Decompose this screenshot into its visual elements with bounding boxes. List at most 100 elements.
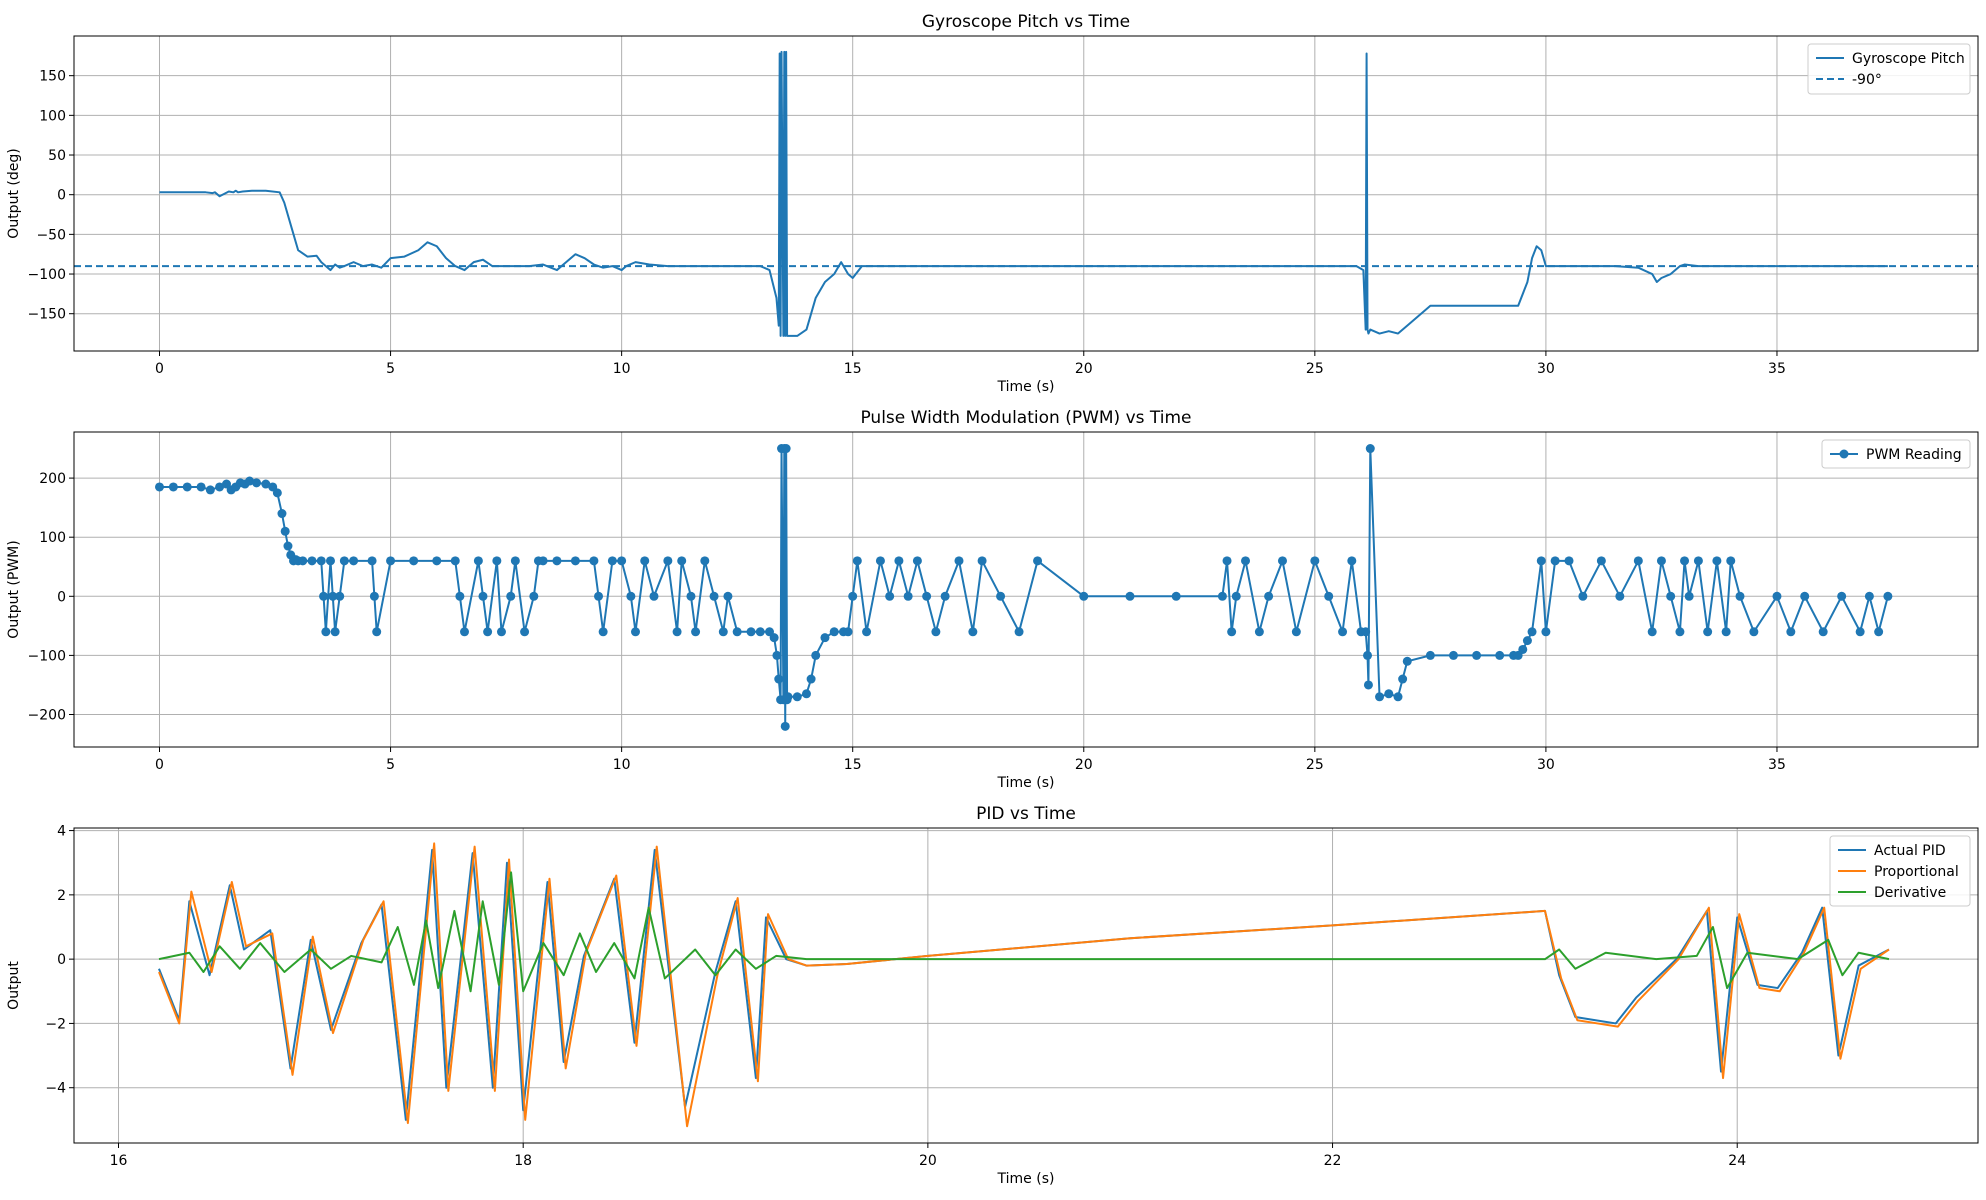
chart-title: PID vs Time bbox=[976, 804, 1076, 824]
data-point bbox=[1536, 556, 1546, 566]
data-point bbox=[922, 591, 932, 601]
y-tick-label: 4 bbox=[57, 824, 66, 840]
data-point bbox=[774, 674, 784, 684]
y-tick-label: 2 bbox=[57, 888, 66, 904]
plot-area bbox=[74, 50, 1978, 337]
x-tick-label: 25 bbox=[1306, 757, 1324, 773]
data-point bbox=[552, 556, 562, 566]
series-line bbox=[158, 871, 1890, 993]
data-point bbox=[691, 627, 701, 637]
x-axis-label: Time (s) bbox=[997, 1171, 1055, 1187]
data-point bbox=[1647, 627, 1657, 637]
data-point bbox=[781, 444, 791, 454]
data-point bbox=[330, 627, 340, 637]
data-point bbox=[432, 556, 442, 566]
data-point bbox=[1874, 627, 1884, 637]
data-point bbox=[1550, 556, 1560, 566]
data-point bbox=[1749, 627, 1759, 637]
data-point bbox=[478, 591, 488, 601]
x-tick-label: 20 bbox=[919, 1153, 937, 1169]
y-tick-label: −100 bbox=[28, 267, 66, 283]
data-point bbox=[1735, 591, 1745, 601]
y-tick-label: −2 bbox=[45, 1016, 66, 1032]
data-point bbox=[1277, 556, 1287, 566]
data-point bbox=[1231, 591, 1241, 601]
data-point bbox=[630, 627, 640, 637]
data-point bbox=[1033, 556, 1043, 566]
data-point bbox=[455, 591, 465, 601]
y-tick-label: 0 bbox=[57, 188, 66, 204]
legend-marker bbox=[1839, 449, 1849, 459]
y-tick-label: −200 bbox=[28, 707, 66, 723]
data-point bbox=[968, 627, 978, 637]
legend-label: Gyroscope Pitch bbox=[1852, 51, 1965, 67]
x-tick-label: 10 bbox=[613, 361, 631, 377]
x-tick-label: 15 bbox=[844, 361, 862, 377]
data-point bbox=[912, 556, 922, 566]
series-line bbox=[159, 50, 1888, 337]
data-point bbox=[1079, 591, 1089, 601]
data-point bbox=[769, 633, 779, 643]
data-point bbox=[277, 509, 287, 519]
x-tick-label: 35 bbox=[1768, 757, 1786, 773]
data-point bbox=[746, 627, 756, 637]
data-point bbox=[996, 591, 1006, 601]
y-tick-label: −100 bbox=[28, 648, 66, 664]
axes-frame bbox=[73, 35, 1979, 352]
data-point bbox=[298, 556, 308, 566]
data-point bbox=[1800, 591, 1810, 601]
data-point bbox=[862, 627, 872, 637]
legend-box bbox=[1829, 835, 1971, 907]
legend-box bbox=[1821, 439, 1971, 469]
data-point bbox=[852, 556, 862, 566]
data-point bbox=[570, 556, 580, 566]
data-point bbox=[1666, 591, 1676, 601]
series-line bbox=[159, 447, 1889, 728]
data-point bbox=[1384, 689, 1394, 699]
data-point bbox=[1338, 627, 1348, 637]
data-point bbox=[1721, 627, 1731, 637]
data-point bbox=[772, 650, 782, 660]
data-point bbox=[335, 591, 345, 601]
data-point bbox=[325, 556, 335, 566]
data-point bbox=[801, 689, 811, 699]
data-point bbox=[1726, 556, 1736, 566]
data-point bbox=[1684, 591, 1694, 601]
data-point bbox=[1375, 692, 1385, 702]
data-point bbox=[483, 627, 493, 637]
data-point bbox=[319, 591, 329, 601]
x-tick-label: 10 bbox=[613, 757, 631, 773]
data-point bbox=[1518, 644, 1528, 654]
data-point bbox=[205, 485, 215, 495]
data-point bbox=[1254, 627, 1264, 637]
data-point bbox=[1402, 656, 1412, 666]
data-point bbox=[672, 627, 682, 637]
legend: PWM Reading bbox=[1821, 439, 1971, 469]
data-point bbox=[848, 591, 858, 601]
data-point bbox=[589, 556, 599, 566]
data-point bbox=[1291, 627, 1301, 637]
y-tick-label: 50 bbox=[48, 148, 66, 164]
data-point bbox=[1222, 556, 1232, 566]
data-point bbox=[1837, 591, 1847, 601]
data-point bbox=[529, 591, 539, 601]
data-point bbox=[783, 692, 793, 702]
data-point bbox=[1564, 556, 1574, 566]
x-axis-label: Time (s) bbox=[997, 775, 1055, 791]
chart-title: Pulse Width Modulation (PWM) vs Time bbox=[860, 408, 1191, 428]
data-point bbox=[1014, 627, 1024, 637]
data-point bbox=[617, 556, 627, 566]
data-point bbox=[307, 556, 317, 566]
data-point bbox=[1615, 591, 1625, 601]
data-point bbox=[1227, 627, 1237, 637]
data-point bbox=[339, 556, 349, 566]
legend: Gyroscope Pitch -90° bbox=[1807, 43, 1971, 95]
data-point bbox=[1712, 556, 1722, 566]
plot-area bbox=[158, 842, 1890, 1128]
y-tick-label: −150 bbox=[28, 307, 66, 323]
data-point bbox=[520, 627, 530, 637]
x-tick-label: 5 bbox=[386, 361, 395, 377]
data-point bbox=[328, 591, 338, 601]
data-point bbox=[1527, 627, 1537, 637]
data-point bbox=[1703, 627, 1713, 637]
